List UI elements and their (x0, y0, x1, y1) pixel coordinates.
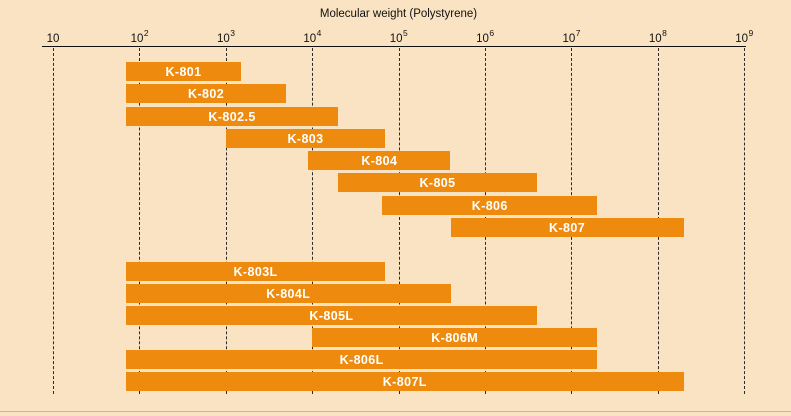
x-axis-tick-label: 103 (216, 28, 236, 45)
tick-mantissa: 10 (476, 32, 489, 45)
range-bar: K-805 (338, 173, 537, 192)
decade-gridline (139, 48, 141, 394)
decade-gridline (744, 48, 745, 394)
range-bar: K-803 (225, 129, 386, 148)
bar-label: K-802 (188, 86, 225, 101)
bar-label: K-805 (419, 175, 456, 190)
tick-mantissa: 10 (216, 32, 230, 45)
decade-gridline (53, 48, 54, 394)
tick-exponent: 5 (403, 28, 408, 38)
tick-mantissa: 10 (648, 32, 662, 45)
bar-label: K-807L (382, 374, 427, 389)
x-axis-tick-label: 105 (389, 28, 408, 45)
range-bar: K-804 (308, 151, 451, 170)
bar-label: K-806M (431, 330, 479, 345)
tick-mantissa: 10 (46, 32, 60, 45)
bar-label: K-805L (309, 308, 354, 323)
range-bar: K-802.5 (126, 107, 339, 126)
bar-label: K-807 (549, 220, 586, 235)
x-axis-line (42, 46, 746, 47)
decade-gridline (225, 48, 227, 394)
tick-mantissa: 10 (562, 32, 576, 45)
range-bar: K-806L (126, 350, 598, 369)
bar-label: K-803L (233, 264, 278, 279)
tick-mantissa: 10 (130, 32, 144, 45)
tick-exponent: 8 (662, 28, 667, 38)
tick-exponent: 7 (575, 28, 581, 38)
bar-label: K-802.5 (208, 109, 256, 124)
range-bar: K-806 (382, 196, 598, 215)
range-bar: K-802 (126, 84, 287, 103)
tick-mantissa: 10 (303, 32, 317, 45)
x-axis-title: Molecular weight (Polystyrene) (319, 8, 478, 20)
range-bar: K-805L (126, 306, 537, 325)
bar-label: K-804L (266, 286, 311, 301)
tick-mantissa: 10 (389, 32, 403, 45)
bar-label: K-803 (287, 131, 324, 146)
range-bar: K-807L (126, 372, 684, 391)
x-axis-tick-label: 102 (130, 28, 149, 45)
range-bar: K-801 (126, 62, 241, 81)
decade-gridline (312, 48, 314, 394)
tick-exponent: 2 (143, 28, 149, 38)
x-axis-tick-label: 104 (303, 28, 322, 45)
x-axis-tick-label: 106 (476, 28, 495, 45)
bar-label: K-804 (361, 153, 398, 168)
range-bar: K-806M (312, 328, 598, 347)
tick-exponent: 9 (748, 28, 754, 38)
x-axis-tick-label: 107 (562, 28, 581, 45)
bar-label: K-801 (165, 64, 202, 79)
bar-label: K-806 (471, 198, 508, 213)
range-bar: K-803L (126, 262, 386, 281)
x-axis-tick-label: 108 (648, 28, 667, 45)
tick-exponent: 3 (230, 28, 236, 38)
bottom-hairline (0, 411, 791, 412)
tick-exponent: 4 (316, 28, 322, 38)
tick-mantissa: 10 (735, 32, 749, 45)
bar-label: K-806L (339, 352, 384, 367)
tick-exponent: 6 (489, 28, 495, 38)
decade-gridline (398, 48, 400, 394)
x-axis-tick-label: 109 (735, 28, 754, 45)
range-bar: K-807 (450, 218, 684, 237)
range-bar: K-804L (126, 284, 451, 303)
x-axis-tick-label: 10 (47, 29, 60, 45)
